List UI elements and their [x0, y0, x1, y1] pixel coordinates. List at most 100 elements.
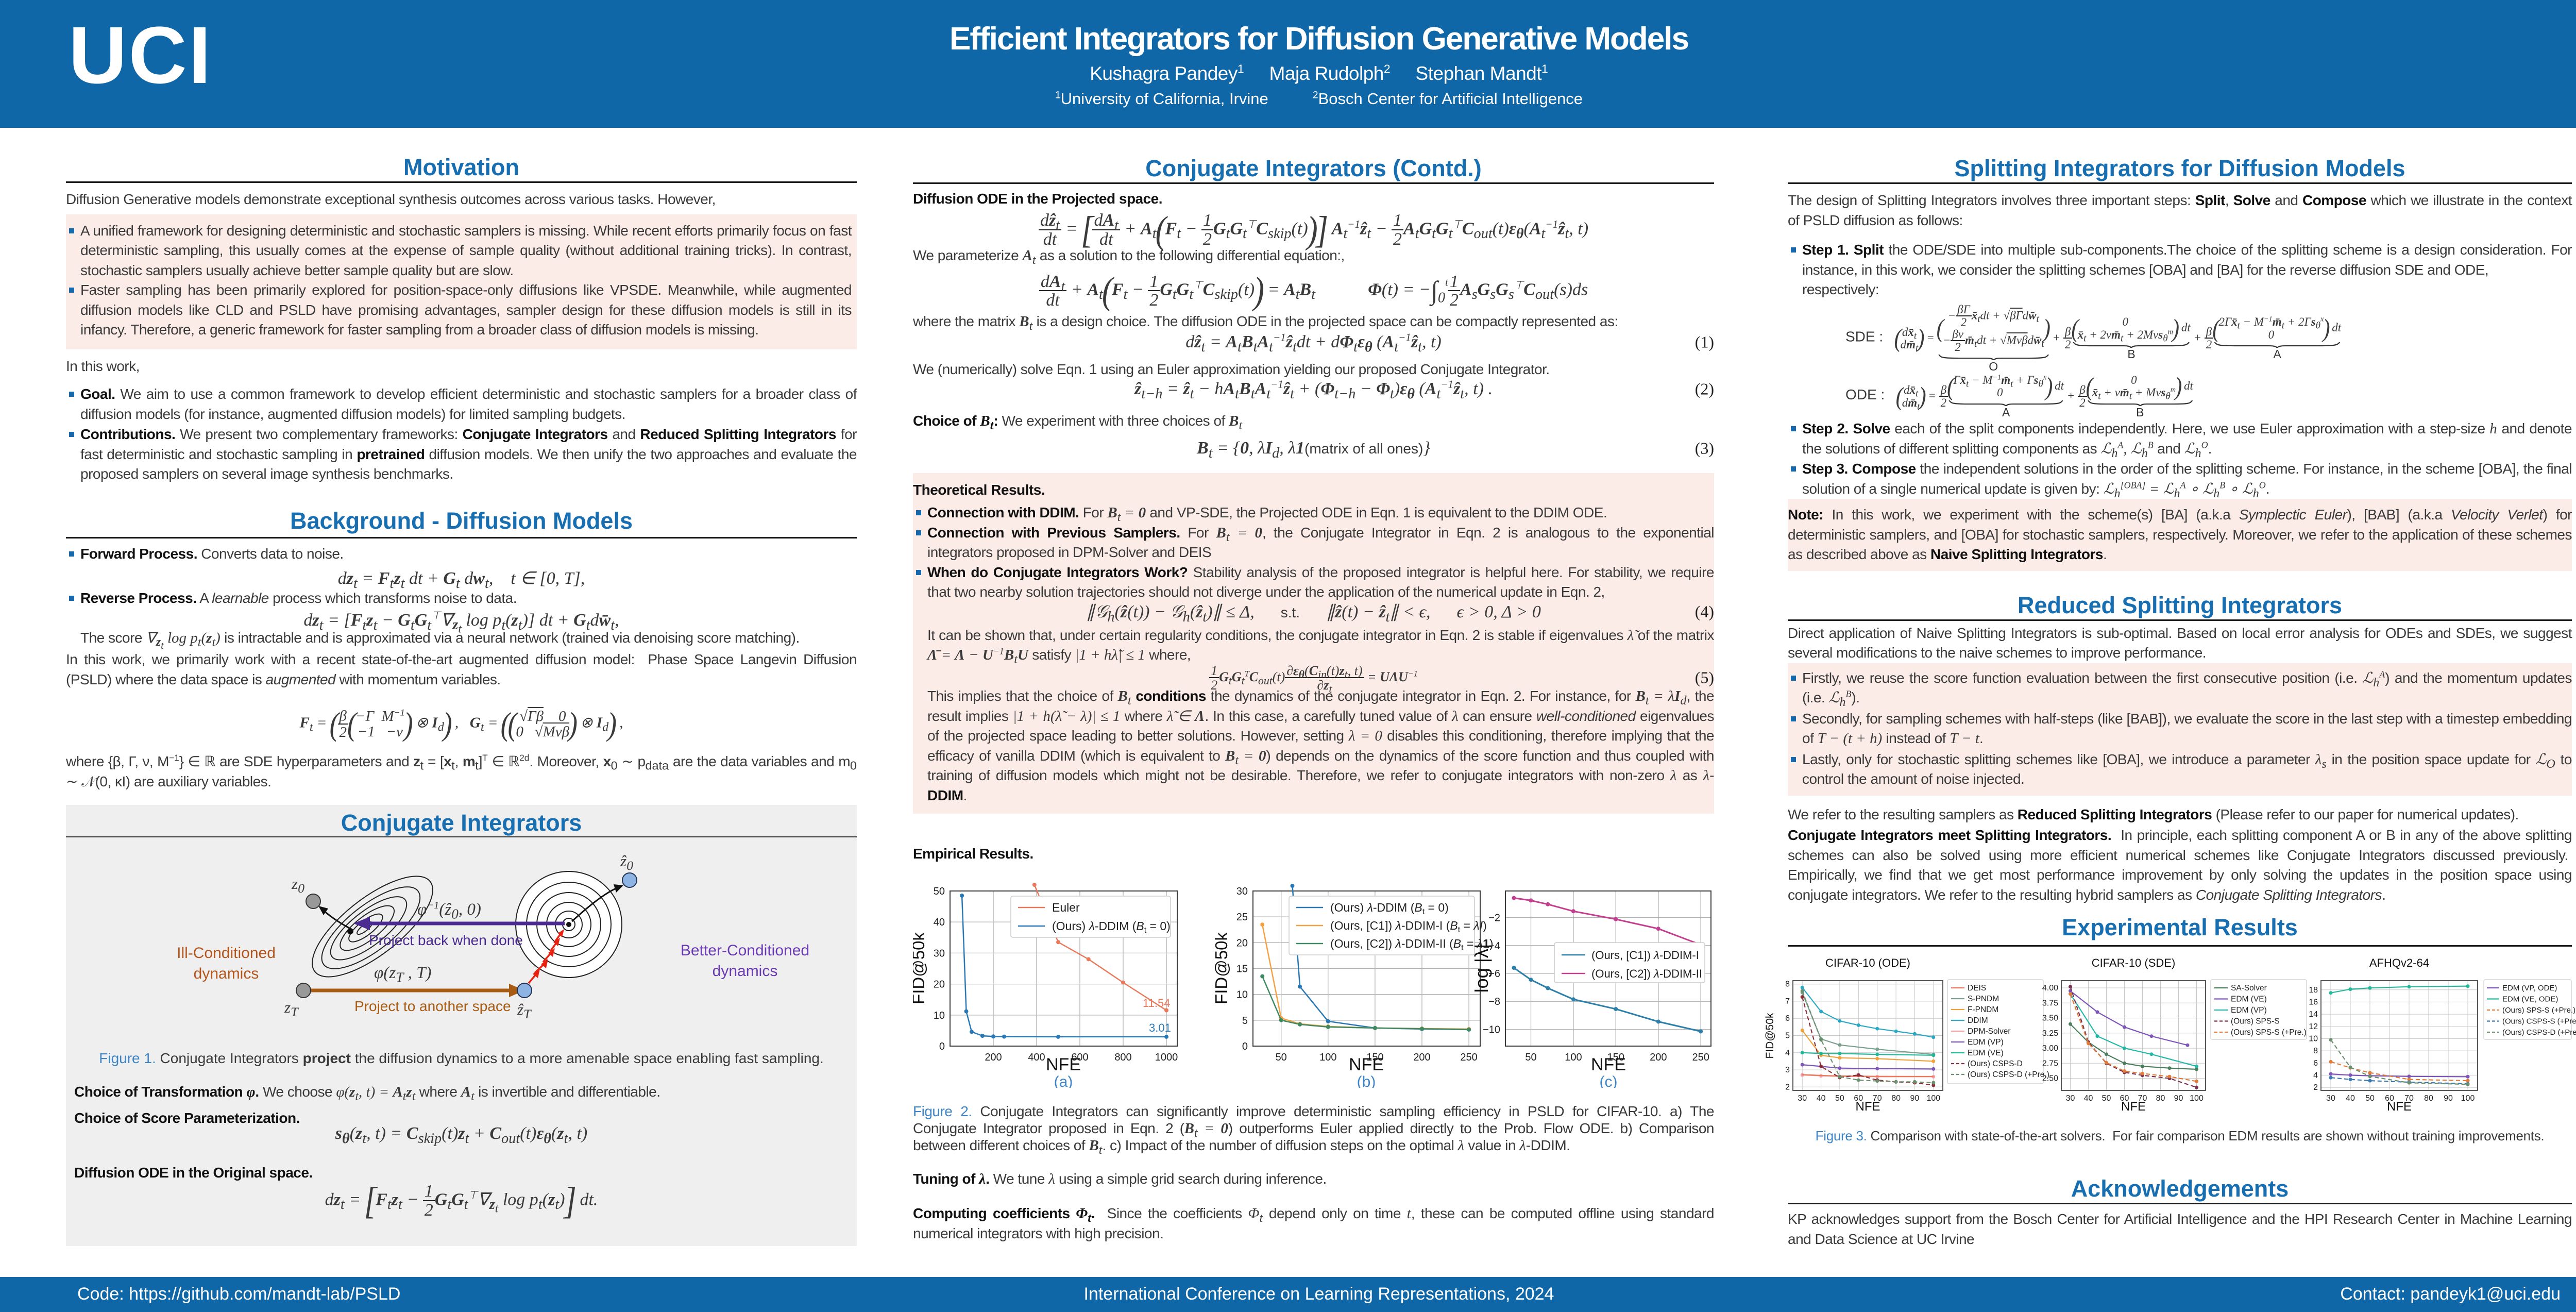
- svg-text:70: 70: [2404, 1094, 2414, 1103]
- svg-text:DPM-Solver: DPM-Solver: [1968, 1027, 2011, 1036]
- svg-text:DDIM: DDIM: [1968, 1016, 1988, 1025]
- svg-text:6: 6: [1785, 1014, 1790, 1023]
- svg-text:EDM (VP, ODE): EDM (VP, ODE): [2502, 984, 2557, 993]
- svg-text:(a): (a): [1054, 1073, 1073, 1088]
- svg-text:CIFAR-10 (ODE): CIFAR-10 (ODE): [1825, 956, 1910, 969]
- svg-text:10: 10: [1236, 989, 1248, 1001]
- svg-text:50: 50: [1525, 1052, 1536, 1063]
- svg-text:10: 10: [934, 1010, 945, 1021]
- svg-text:(Ours) SPS-S (+Pre.): (Ours) SPS-S (+Pre.): [2231, 1028, 2307, 1037]
- svg-text:EDM (VE, ODE): EDM (VE, ODE): [2502, 995, 2558, 1004]
- svg-text:5: 5: [1785, 1032, 1790, 1040]
- svg-text:70: 70: [1873, 1094, 1882, 1103]
- svg-text:100: 100: [2461, 1094, 2475, 1103]
- svg-text:(Ours) λ-DDIM (Bt = 0): (Ours) λ-DDIM (Bt = 0): [1052, 919, 1171, 935]
- svg-text:NFE: NFE: [1591, 1055, 1626, 1074]
- svg-text:7: 7: [1785, 997, 1790, 1006]
- svg-text:4: 4: [2313, 1071, 2318, 1080]
- svg-text:60: 60: [2385, 1094, 2394, 1103]
- svg-text:100: 100: [1926, 1094, 1940, 1103]
- svg-text:NFE: NFE: [2121, 1100, 2146, 1114]
- svg-text:EDM (VE): EDM (VE): [1968, 1049, 2004, 1057]
- svg-text:NFE: NFE: [1349, 1055, 1384, 1074]
- svg-text:S-PNDM: S-PNDM: [1968, 995, 1999, 1003]
- svg-text:DEIS: DEIS: [1968, 984, 1986, 993]
- svg-text:40: 40: [934, 917, 945, 928]
- svg-text:(Ours) SPS-S: (Ours) SPS-S: [2231, 1017, 2280, 1026]
- svg-text:(Ours, [C1]) λ-DDIM-I (Bt = λI: (Ours, [C1]) λ-DDIM-I (Bt = λI): [1330, 919, 1487, 934]
- svg-text:70: 70: [2138, 1094, 2147, 1103]
- svg-text:NFE: NFE: [2387, 1100, 2412, 1114]
- svg-text:30: 30: [1798, 1094, 1807, 1103]
- svg-text:90: 90: [2444, 1094, 2453, 1103]
- svg-text:−10: −10: [1483, 1024, 1500, 1035]
- svg-text:CIFAR-10 (SDE): CIFAR-10 (SDE): [2092, 956, 2176, 969]
- svg-text:(b): (b): [1357, 1073, 1376, 1088]
- svg-text:0: 0: [939, 1041, 945, 1052]
- svg-text:(Ours) SPS-S (+Pre.): (Ours) SPS-S (+Pre.): [2502, 1006, 2575, 1015]
- svg-text:(Ours, [C2]) λ-DDIM-II (Bt = λ: (Ours, [C2]) λ-DDIM-II (Bt = λ1): [1330, 937, 1494, 952]
- svg-text:3.25: 3.25: [2042, 1029, 2058, 1038]
- svg-text:4: 4: [1785, 1049, 1790, 1057]
- svg-text:100: 100: [1565, 1052, 1582, 1063]
- svg-text:FID@50k: FID@50k: [913, 932, 928, 1004]
- svg-text:(Ours) CSPS-D (+Pre.): (Ours) CSPS-D (+Pre.): [1968, 1070, 2049, 1079]
- svg-text:3.01: 3.01: [1149, 1021, 1171, 1034]
- svg-text:600: 600: [1071, 1052, 1088, 1063]
- svg-text:(Ours) CSPS-D: (Ours) CSPS-D: [1968, 1059, 2023, 1068]
- svg-text:50: 50: [1835, 1094, 1844, 1103]
- svg-text:−4: −4: [1488, 940, 1500, 952]
- svg-text:80: 80: [2424, 1094, 2433, 1103]
- svg-text:800: 800: [1114, 1052, 1131, 1063]
- svg-text:EDM (VP): EDM (VP): [1968, 1038, 2004, 1047]
- svg-text:8: 8: [1785, 980, 1790, 989]
- svg-text:40: 40: [1817, 1094, 1826, 1103]
- svg-text:−8: −8: [1488, 996, 1500, 1007]
- svg-text:50: 50: [934, 886, 945, 897]
- svg-text:200: 200: [1650, 1052, 1667, 1063]
- svg-text:30: 30: [934, 948, 945, 959]
- svg-text:100: 100: [1319, 1052, 1336, 1063]
- svg-text:20: 20: [1236, 937, 1248, 949]
- svg-text:FID@50k: FID@50k: [1212, 932, 1231, 1004]
- svg-text:200: 200: [1413, 1052, 1430, 1063]
- svg-text:6: 6: [2313, 1059, 2318, 1068]
- svg-text:14: 14: [2309, 1010, 2318, 1019]
- svg-text:40: 40: [2346, 1094, 2355, 1103]
- svg-text:2: 2: [1785, 1083, 1790, 1092]
- svg-text:150: 150: [1607, 1052, 1624, 1063]
- svg-text:90: 90: [1910, 1094, 1920, 1103]
- svg-text:−6: −6: [1488, 968, 1500, 980]
- svg-text:Euler: Euler: [1052, 901, 1080, 914]
- svg-text:EDM (VE): EDM (VE): [2231, 995, 2267, 1004]
- svg-text:25: 25: [1236, 912, 1248, 923]
- svg-text:3.75: 3.75: [2042, 999, 2058, 1008]
- svg-text:90: 90: [2174, 1094, 2183, 1103]
- svg-text:0: 0: [1242, 1041, 1248, 1052]
- svg-text:30: 30: [2326, 1094, 2335, 1103]
- svg-text:30: 30: [2066, 1094, 2075, 1103]
- svg-text:F-PNDM: F-PNDM: [1968, 1005, 1998, 1014]
- svg-text:NFE: NFE: [1046, 1055, 1081, 1074]
- svg-text:(c): (c): [1600, 1073, 1618, 1088]
- svg-text:18: 18: [2309, 986, 2318, 995]
- svg-text:NFE: NFE: [1856, 1100, 1880, 1114]
- svg-text:30: 30: [1236, 886, 1248, 897]
- svg-text:80: 80: [1891, 1094, 1901, 1103]
- svg-text:−2: −2: [1488, 912, 1500, 923]
- svg-text:200: 200: [985, 1052, 1002, 1063]
- svg-text:8: 8: [2313, 1047, 2318, 1055]
- svg-text:1000: 1000: [1155, 1052, 1178, 1063]
- svg-text:12: 12: [2309, 1022, 2318, 1031]
- svg-text:2.75: 2.75: [2042, 1059, 2058, 1068]
- svg-text:50: 50: [1276, 1052, 1287, 1063]
- svg-text:15: 15: [1236, 963, 1248, 974]
- svg-text:(Ours, [C1]) λ-DDIM-I: (Ours, [C1]) λ-DDIM-I: [1591, 949, 1699, 962]
- svg-text:4.00: 4.00: [2042, 984, 2058, 993]
- svg-text:400: 400: [1028, 1052, 1045, 1063]
- svg-text:2: 2: [2313, 1083, 2318, 1092]
- svg-text:3.00: 3.00: [2042, 1044, 2058, 1053]
- svg-text:50: 50: [2365, 1094, 2375, 1103]
- svg-text:EDM (VP): EDM (VP): [2231, 1006, 2267, 1015]
- svg-text:80: 80: [2156, 1094, 2165, 1103]
